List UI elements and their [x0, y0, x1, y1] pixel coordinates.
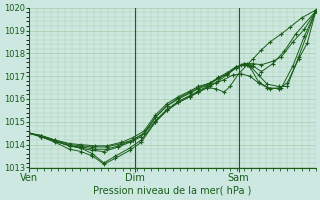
X-axis label: Pression niveau de la mer( hPa ): Pression niveau de la mer( hPa ) [93, 186, 252, 196]
